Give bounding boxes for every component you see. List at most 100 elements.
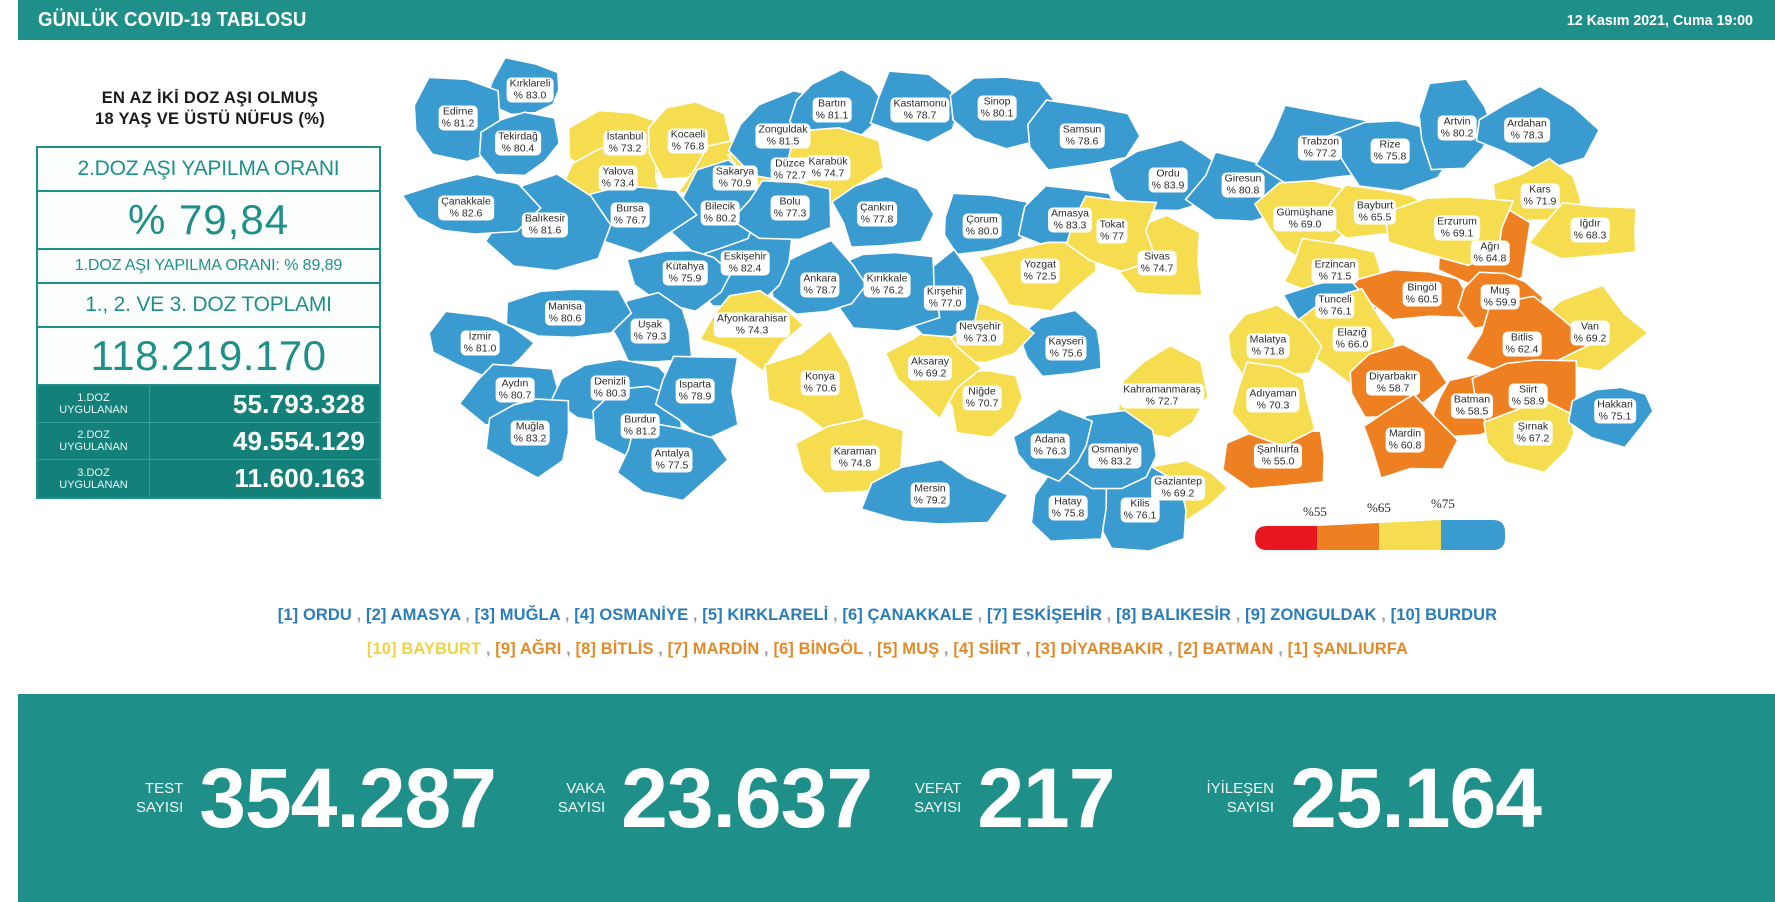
rank-province-name[interactable]: BİTLİS	[600, 640, 654, 658]
stat-test-value: 354.287	[199, 751, 497, 845]
dose-3-key-top: 3.DOZ	[77, 466, 110, 479]
dose-2-value: 49.554.129	[232, 425, 365, 456]
list-separator: ,	[939, 640, 954, 658]
rank-index: [8]	[1116, 606, 1142, 624]
rank-province-name[interactable]: ORDU	[302, 606, 352, 624]
list-separator: ,	[653, 640, 668, 658]
dose-2-key-bottom: UYGULANAN	[59, 441, 128, 453]
vaccination-panel: EN AZ İKİ DOZ AŞI OLMUŞ 18 YAŞ VE ÜSTÜ N…	[36, 88, 384, 499]
rank-province-name[interactable]: SİİRT	[978, 640, 1022, 658]
rank-province-name[interactable]: BİNGÖL	[798, 640, 864, 658]
stat-death-label-top: VEFAT	[914, 780, 962, 797]
stat-recovered-label-top: İYİLEŞEN	[1206, 780, 1274, 797]
rank-province-name[interactable]: ÇANAKKALE	[867, 606, 973, 624]
map-region-ardahan[interactable]	[1475, 85, 1601, 173]
rank-index: [4]	[953, 640, 979, 658]
rank-index: [9]	[1245, 606, 1271, 624]
map-region-manisa[interactable]	[505, 288, 633, 339]
rank-province-name[interactable]: AĞRI	[519, 640, 562, 658]
dose-1-label: 1.DOZ UYGULANAN	[38, 386, 150, 422]
rank-province-name[interactable]: MARDİN	[692, 640, 760, 658]
rank-province-name[interactable]: BATMAN	[1202, 640, 1274, 658]
stat-recovered-label: İYİLEŞEN SAYISI	[1206, 779, 1290, 817]
table-row: 3.DOZ UYGULANAN 11.600.163	[38, 460, 379, 497]
list-separator: ,	[1163, 640, 1178, 658]
rank-province-name[interactable]: ZONGULDAK	[1270, 606, 1377, 624]
list-separator: ,	[1231, 606, 1246, 624]
stat-recovered: İYİLEŞEN SAYISI 25.164	[1206, 754, 1541, 842]
rank-province-name[interactable]: AMASYA	[390, 606, 461, 624]
rank-province-name[interactable]: KIRKLARELİ	[727, 606, 829, 624]
legend-band-yellow	[1379, 520, 1441, 550]
stat-recovered-label-bottom: SAYISI	[1226, 799, 1274, 816]
dose-1-value: 55.793.328	[232, 388, 365, 419]
legend-band-orange	[1317, 523, 1379, 550]
stat-test-label-bottom: SAYISI	[136, 799, 184, 816]
rank-index: [1]	[277, 606, 303, 624]
vaccination-heading-line1: EN AZ İKİ DOZ AŞI OLMUŞ	[101, 89, 319, 107]
turkey-map-shapes	[401, 56, 1655, 552]
second-dose-label: 2.DOZ AŞI YAPILMA ORANI	[38, 148, 379, 192]
rank-province-name[interactable]: BURDUR	[1425, 606, 1498, 624]
stat-death: VEFAT SAYISI 217	[914, 751, 1115, 845]
rank-index: [2]	[1177, 640, 1203, 658]
list-separator: ,	[1021, 640, 1036, 658]
province-ranking-lists: [1] ORDU , [2] AMASYA , [3] MUĞLA , [4] …	[0, 598, 1775, 666]
list-separator: ,	[460, 606, 475, 624]
top-provinces-list: [1] ORDU , [2] AMASYA , [3] MUĞLA , [4] …	[0, 598, 1775, 632]
rank-province-name[interactable]: MUĞLA	[499, 606, 561, 624]
daily-stats-bar: TEST SAYISI 354.287 VAKA SAYISI 23.637 V…	[18, 694, 1775, 902]
dose-3-label: 3.DOZ UYGULANAN	[38, 460, 150, 497]
rank-index: [3]	[1035, 640, 1061, 658]
rank-index: [1]	[1287, 640, 1313, 658]
list-separator: ,	[688, 606, 703, 624]
rank-province-name[interactable]: BALIKESİR	[1141, 606, 1232, 624]
rank-province-name[interactable]: ESKİŞEHİR	[1012, 606, 1102, 624]
map-region-ad-yaman[interactable]	[1230, 361, 1316, 447]
table-row: 1.DOZ UYGULANAN 55.793.328	[38, 386, 379, 423]
list-separator: ,	[863, 640, 878, 658]
map-region-kastamonu[interactable]	[869, 70, 961, 144]
rank-province-name[interactable]: MUŞ	[902, 640, 940, 658]
legend-gradient-bar	[1255, 520, 1505, 550]
dose-breakdown-table: 1.DOZ UYGULANAN 55.793.328 2.DOZ UYGULAN…	[38, 386, 379, 497]
rank-province-name[interactable]: OSMANİYE	[599, 606, 689, 624]
first-dose-rate-line: 1.DOZ AŞI YAPILMA ORANI: % 89,89	[38, 250, 379, 284]
rank-province-name[interactable]: BAYBURT	[401, 640, 482, 658]
stat-case-value: 23.637	[621, 751, 873, 845]
dose-1-key-top: 1.DOZ	[77, 392, 110, 404]
list-separator: ,	[560, 606, 575, 624]
page-header: GÜNLÜK COVID-19 TABLOSU 12 Kasım 2021, C…	[18, 0, 1775, 40]
map-region-kayseri[interactable]	[1018, 309, 1103, 378]
legend-tick-55: %55	[1303, 504, 1327, 519]
vaccination-heading: EN AZ İKİ DOZ AŞI OLMUŞ 18 YAŞ VE ÜSTÜ N…	[36, 88, 384, 130]
map-legend: %55 %65 %75	[1255, 496, 1515, 560]
legend-band-blue	[1441, 520, 1505, 550]
stat-death-value: 217	[977, 751, 1115, 845]
second-dose-rate: % 79,84	[38, 192, 379, 250]
stat-case-label-top: VAKA	[566, 780, 606, 797]
rank-index: [9]	[495, 640, 520, 658]
legend-tick-75: %75	[1431, 496, 1455, 511]
rank-province-name[interactable]: ŞANLIURFA	[1312, 640, 1409, 658]
map-region-hakkari[interactable]	[1567, 386, 1655, 449]
list-separator: ,	[481, 640, 496, 658]
rank-index: [6]	[842, 606, 868, 624]
table-row: 2.DOZ UYGULANAN 49.554.129	[38, 423, 379, 460]
total-doses-label: 1., 2. VE 3. DOZ TOPLAMI	[38, 284, 379, 328]
list-separator: ,	[561, 640, 576, 658]
dose-2-key-top: 2.DOZ	[77, 429, 110, 441]
stat-death-label-bottom: SAYISI	[914, 799, 962, 816]
rank-index: [6]	[773, 640, 799, 658]
map-region--anakkale[interactable]	[401, 173, 542, 235]
rank-index: [10]	[1390, 606, 1426, 624]
legend-band-red	[1255, 526, 1317, 550]
total-doses-value: 118.219.170	[38, 328, 379, 386]
rank-province-name[interactable]: DİYARBAKIR	[1060, 640, 1164, 658]
rank-index: [3]	[474, 606, 500, 624]
list-separator: ,	[759, 640, 774, 658]
stat-test-label: TEST SAYISI	[136, 779, 199, 817]
vaccination-heading-line2: 18 YAŞ VE ÜSTÜ NÜFUS (%)	[94, 110, 325, 128]
dose-1-key-bottom: UYGULANAN	[59, 404, 128, 416]
